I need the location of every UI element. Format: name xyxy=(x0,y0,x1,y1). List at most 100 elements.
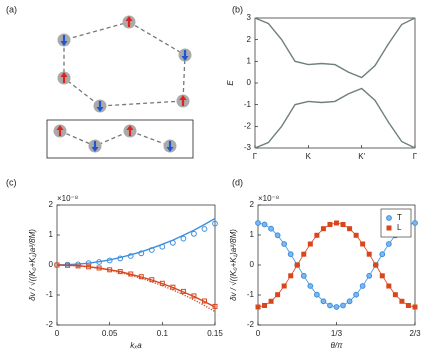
y-tick-label: 1 xyxy=(49,230,54,239)
marker xyxy=(307,241,313,247)
x-tick-label: Γ xyxy=(413,152,418,161)
marker xyxy=(327,302,333,309)
legend-box xyxy=(380,208,412,238)
marker xyxy=(288,273,294,279)
marker xyxy=(274,232,281,239)
y-tick-label: 3 xyxy=(247,13,252,22)
marker xyxy=(191,230,197,237)
marker xyxy=(191,293,197,299)
y-axis-label: δv / √((K₀+K₁)a²/8M) xyxy=(229,229,238,301)
marker xyxy=(386,283,392,289)
marker xyxy=(96,259,103,265)
x-tick-label: 0 xyxy=(55,329,60,338)
y-tick-label: 1 xyxy=(250,230,255,239)
marker xyxy=(159,243,166,250)
panel-label: (d) xyxy=(232,177,243,187)
legend-label: T xyxy=(397,213,402,222)
y-multiplier: ×10⁻⁸ xyxy=(57,194,78,203)
marker xyxy=(138,274,144,280)
marker xyxy=(307,283,314,289)
lattice-diagram xyxy=(46,14,194,159)
x-axis-label: θ/π xyxy=(331,341,344,350)
y-tick-label: 0 xyxy=(247,78,252,87)
panel-label: (c) xyxy=(6,177,17,187)
marker xyxy=(268,298,274,304)
marker xyxy=(392,292,398,298)
marker xyxy=(346,298,353,305)
marker xyxy=(261,221,268,228)
y-tick-label: -2 xyxy=(247,320,255,329)
legend-marker xyxy=(386,215,392,221)
marker xyxy=(373,262,379,268)
marker xyxy=(320,298,327,305)
y-multiplier: ×10⁻⁸ xyxy=(258,194,279,203)
x-tick-label: K' xyxy=(358,152,365,161)
marker xyxy=(353,232,359,238)
marker xyxy=(212,303,218,309)
marker xyxy=(96,265,102,271)
y-tick-label: -2 xyxy=(46,320,54,329)
marker xyxy=(300,272,307,279)
marker xyxy=(333,220,339,226)
marker xyxy=(340,302,346,309)
series-line xyxy=(254,17,416,79)
marker xyxy=(148,247,155,253)
y-tick-label: 0 xyxy=(49,260,54,269)
x-tick-label: 0.05 xyxy=(102,329,118,338)
marker xyxy=(353,291,360,298)
marker xyxy=(149,277,155,283)
marker xyxy=(340,222,346,227)
marker xyxy=(128,271,134,277)
x-tick-label: 2/3 xyxy=(409,329,421,338)
marker xyxy=(313,291,320,298)
marker xyxy=(85,260,92,267)
marker xyxy=(86,264,92,270)
legend-marker xyxy=(386,225,392,231)
marker xyxy=(107,267,113,273)
x-tick-label: K xyxy=(306,152,312,161)
marker xyxy=(106,257,113,264)
marker xyxy=(180,288,186,294)
y-axis-label: δv / √((K₀+K₁)a²/8M) xyxy=(28,229,37,301)
x-tick-label: 0 xyxy=(256,329,261,338)
marker xyxy=(212,220,218,227)
marker xyxy=(314,232,320,238)
x-axis-label: kₓa xyxy=(130,341,142,350)
marker xyxy=(169,239,176,246)
marker xyxy=(65,262,71,268)
x-tick-label: Γ xyxy=(253,152,258,161)
y-tick-label: 2 xyxy=(49,200,54,209)
marker xyxy=(301,251,307,257)
marker xyxy=(281,283,287,289)
marker xyxy=(255,220,261,226)
y-tick-label: -1 xyxy=(247,290,255,299)
marker xyxy=(201,226,208,232)
marker xyxy=(379,251,386,258)
marker xyxy=(138,250,145,257)
y-tick-label: 2 xyxy=(247,35,252,44)
marker xyxy=(366,272,373,279)
series-line xyxy=(56,217,216,266)
x-tick-label: 1/3 xyxy=(331,329,343,338)
marker xyxy=(287,251,294,258)
marker xyxy=(320,226,326,232)
y-tick-label: 2 xyxy=(250,200,255,209)
marker xyxy=(281,241,288,247)
marker xyxy=(359,283,366,289)
marker xyxy=(385,241,392,247)
marker xyxy=(255,304,261,310)
y-tick-label: -1 xyxy=(46,290,54,299)
marker xyxy=(360,241,366,247)
marker xyxy=(399,298,405,304)
marker xyxy=(180,235,187,242)
marker xyxy=(127,253,134,259)
marker xyxy=(366,251,372,257)
marker xyxy=(170,284,176,290)
marker xyxy=(275,292,281,298)
series-line xyxy=(56,264,216,313)
x-tick-label: 0.1 xyxy=(157,329,169,338)
marker xyxy=(262,303,268,308)
y-tick-label: 0 xyxy=(250,260,255,269)
marker xyxy=(412,304,418,310)
